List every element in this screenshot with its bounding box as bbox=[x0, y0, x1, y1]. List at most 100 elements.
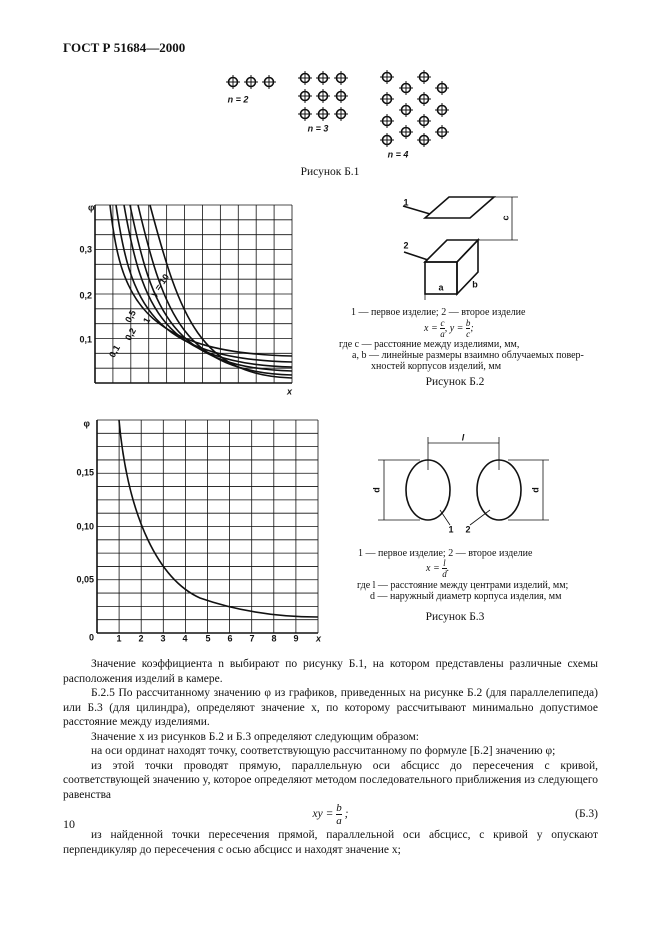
y-tick-label: 0,1 bbox=[79, 334, 92, 344]
y-tick-label: 0 bbox=[89, 632, 94, 642]
curve bbox=[123, 204, 293, 368]
x-tick-label: 7 bbox=[249, 633, 254, 643]
formula-number: (Б.3) bbox=[575, 808, 598, 820]
curve-label: 0,5 bbox=[123, 308, 138, 324]
formula-text: . bbox=[446, 562, 450, 574]
axis-label: x bbox=[315, 633, 322, 643]
placement-cross bbox=[435, 125, 449, 139]
denominator: d bbox=[442, 569, 447, 579]
placement-cross bbox=[435, 81, 449, 95]
y-tick-label: 0,15 bbox=[76, 467, 94, 477]
dim-label: d bbox=[530, 487, 540, 493]
legend-line: 1 — первое изделие; 2 — второе изделие bbox=[351, 307, 526, 318]
formula-text: , bbox=[444, 322, 448, 334]
y-tick-label: 0,05 bbox=[76, 574, 94, 584]
placement-cross bbox=[380, 70, 394, 84]
placement-cross bbox=[298, 71, 312, 85]
x-tick-label: 5 bbox=[205, 633, 210, 643]
placement-cross bbox=[298, 107, 312, 121]
curve bbox=[129, 204, 293, 372]
placement-cross bbox=[417, 70, 431, 84]
item-label: 1 bbox=[448, 524, 453, 534]
placement-cross bbox=[417, 133, 431, 147]
numerator: b bbox=[336, 802, 342, 815]
curve bbox=[149, 204, 293, 379]
paragraph: Значение x из рисунков Б.2 и Б.3 определ… bbox=[91, 730, 420, 743]
placement-cross bbox=[399, 81, 413, 95]
dim-label: d bbox=[371, 487, 381, 493]
y-tick-label: 0,10 bbox=[76, 521, 94, 531]
legend-line: a, b — линейные размеры взаимно облучаем… bbox=[352, 350, 584, 361]
denominator: a bbox=[336, 815, 342, 827]
denominator: c bbox=[466, 329, 471, 339]
scheme-label: n = 4 bbox=[388, 149, 409, 159]
placement-cross bbox=[399, 103, 413, 117]
formula-text: ; bbox=[470, 322, 474, 334]
placement-cross bbox=[334, 107, 348, 121]
legend-line: где l — расстояние между центрами издели… bbox=[357, 580, 569, 591]
scheme-label: n = 2 bbox=[228, 94, 249, 104]
figure-caption: Рисунок Б.1 bbox=[300, 166, 360, 178]
paragraph: из этой точки проводят прямую, параллель… bbox=[63, 759, 598, 801]
figure-caption: Рисунок Б.3 bbox=[425, 611, 485, 623]
curve bbox=[118, 419, 319, 618]
placement-cross bbox=[380, 114, 394, 128]
paragraph: Б.2.5 По рассчитанному значению φ из гра… bbox=[63, 687, 598, 728]
paragraph: из найденной точки пересечения прямой, п… bbox=[63, 829, 598, 856]
x-tick-label: 1 bbox=[116, 633, 121, 643]
denominator: a bbox=[440, 329, 445, 339]
placement-cross bbox=[316, 89, 330, 103]
body-text: Значение коэффициента n выбирают по рису… bbox=[63, 657, 598, 857]
placement-cross bbox=[334, 89, 348, 103]
cylinder-diagram bbox=[378, 437, 549, 526]
placement-cross bbox=[380, 133, 394, 147]
header-title: ГОСТ Р 51684—2000 bbox=[63, 40, 186, 55]
formula-text: x = bbox=[424, 322, 438, 334]
y-tick-label: 0,2 bbox=[79, 290, 92, 300]
axis-label: x bbox=[286, 386, 293, 396]
placement-cross bbox=[417, 114, 431, 128]
scheme-label: n = 3 bbox=[308, 123, 329, 133]
curve bbox=[109, 204, 293, 357]
placement-cross bbox=[262, 75, 276, 89]
curve-label: 0,2 bbox=[123, 326, 138, 342]
formula-text: ; bbox=[344, 808, 349, 821]
legend-line: d — наружный диаметр корпуса изделия, мм bbox=[370, 591, 562, 602]
curve bbox=[137, 204, 293, 376]
placement-cross bbox=[334, 71, 348, 85]
item-label: 2 bbox=[465, 524, 470, 534]
dim-label: b bbox=[472, 279, 478, 289]
item-label: 1 bbox=[403, 197, 408, 207]
box-diagram bbox=[402, 196, 518, 300]
legend-line: 1 — первое изделие; 2 — второе изделие bbox=[358, 548, 533, 559]
paragraph: на оси ординат находят точку, соответств… bbox=[91, 745, 556, 757]
curve bbox=[115, 204, 293, 363]
numerator: b bbox=[465, 318, 471, 329]
x-tick-label: 2 bbox=[138, 633, 143, 643]
dim-label: a bbox=[438, 282, 444, 292]
placement-cross bbox=[226, 75, 240, 89]
legend-line: где c — расстояние между изделиями, мм, bbox=[339, 339, 520, 350]
item-label: 2 bbox=[403, 240, 408, 250]
numerator: l bbox=[442, 558, 447, 569]
legend-line: хностей корпусов изделий, мм bbox=[371, 361, 502, 372]
paragraph: Значение коэффициента n выбирают по рису… bbox=[63, 658, 598, 685]
placement-cross bbox=[244, 75, 258, 89]
placement-cross bbox=[399, 125, 413, 139]
dim-label: l bbox=[462, 432, 465, 442]
placement-cross bbox=[435, 103, 449, 117]
axis-label: φ bbox=[88, 202, 95, 212]
figure-caption: Рисунок Б.2 bbox=[425, 376, 485, 388]
page-number: 10 bbox=[63, 817, 75, 831]
placement-cross bbox=[298, 89, 312, 103]
placement-cross bbox=[316, 107, 330, 121]
placement-cross bbox=[316, 71, 330, 85]
